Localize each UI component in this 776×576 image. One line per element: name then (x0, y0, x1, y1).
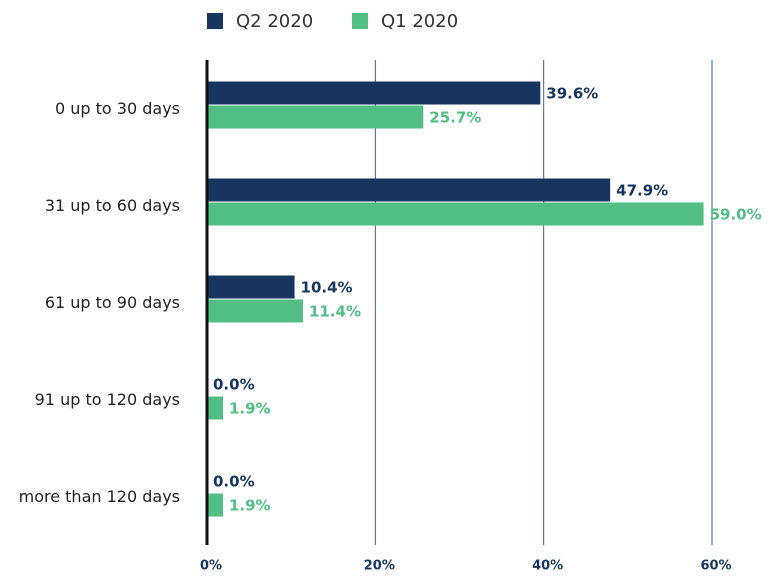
category-label: 61 up to 90 days (45, 293, 180, 312)
legend-label: Q2 2020 (236, 11, 313, 32)
value-label: 47.9% (616, 182, 668, 200)
value-label: 25.7% (429, 109, 481, 127)
value-label: 0.0% (213, 473, 255, 491)
bar (207, 178, 611, 202)
category-label: more than 120 days (19, 487, 180, 506)
value-label: 59.0% (710, 206, 762, 224)
bar (207, 81, 541, 105)
x-tick-label: 0% (200, 559, 222, 574)
bar (207, 396, 223, 420)
category-label: 0 up to 30 days (55, 99, 180, 118)
x-tick-label: 20% (364, 559, 395, 574)
value-label: 1.9% (229, 497, 271, 515)
x-tick-label: 60% (700, 559, 731, 574)
category-label: 91 up to 120 days (35, 390, 180, 409)
category-label: 31 up to 60 days (45, 196, 180, 215)
value-label: 39.6% (546, 85, 598, 103)
legend-label: Q1 2020 (381, 11, 458, 32)
bar (207, 299, 303, 323)
bar (207, 275, 295, 299)
bar (207, 493, 223, 517)
value-label: 1.9% (229, 400, 271, 418)
bar (207, 202, 704, 226)
value-label: 0.0% (213, 376, 255, 394)
legend-swatch (207, 13, 223, 29)
value-label: 11.4% (309, 303, 361, 321)
legend-swatch (352, 13, 368, 29)
bar (207, 105, 424, 129)
x-tick-label: 40% (532, 559, 563, 574)
value-label: 10.4% (301, 279, 353, 297)
